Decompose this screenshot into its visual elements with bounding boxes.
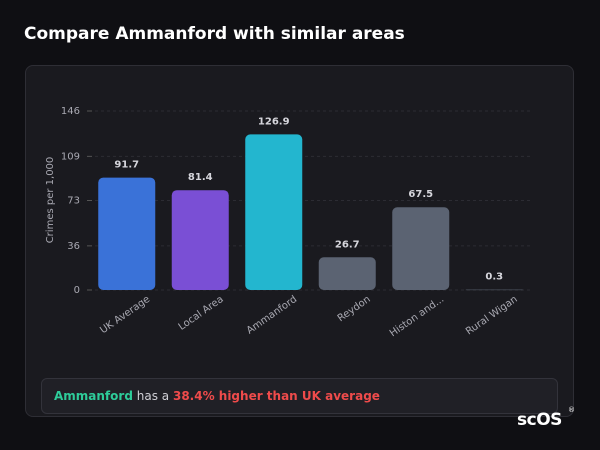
x-tick-label: UK Average: [98, 294, 152, 336]
y-tick-label: 0: [74, 285, 80, 296]
bar: [245, 134, 303, 290]
note-highlight: 38.4% higher than UK average: [172, 389, 380, 403]
bar: [392, 207, 450, 290]
bar: [465, 289, 523, 291]
value-label: 81.4: [188, 172, 213, 183]
x-tick-label: Rural Wigan: [464, 294, 520, 338]
bar: [98, 177, 156, 290]
y-tick-label: 146: [61, 106, 80, 117]
page-title: Compare Ammanford with similar areas: [24, 24, 405, 44]
bar: [318, 257, 376, 290]
bar: [171, 190, 229, 290]
x-tick-label: Local Area: [177, 294, 226, 333]
y-tick-label: 36: [67, 241, 80, 252]
y-axis-label: Crimes per 1,000: [45, 157, 56, 244]
value-label: 126.9: [258, 116, 290, 127]
value-label: 26.7: [335, 239, 360, 250]
x-tick-label: Ammanford: [245, 294, 299, 337]
logo-mark: ®: [568, 406, 575, 414]
y-tick-label: 73: [67, 196, 80, 207]
x-tick-label: Reydon: [336, 294, 373, 324]
x-tick-label: Histon and...: [388, 294, 446, 339]
note-text: has a: [136, 389, 170, 403]
value-label: 67.5: [408, 189, 433, 200]
y-tick-label: 109: [61, 151, 80, 162]
comparison-note: Ammanford has a 38.4% higher than UK ave…: [41, 378, 558, 414]
value-label: 0.3: [485, 272, 503, 283]
area-name: Ammanford: [54, 389, 133, 403]
logo: scOS: [517, 410, 562, 430]
value-label: 91.7: [114, 160, 139, 171]
